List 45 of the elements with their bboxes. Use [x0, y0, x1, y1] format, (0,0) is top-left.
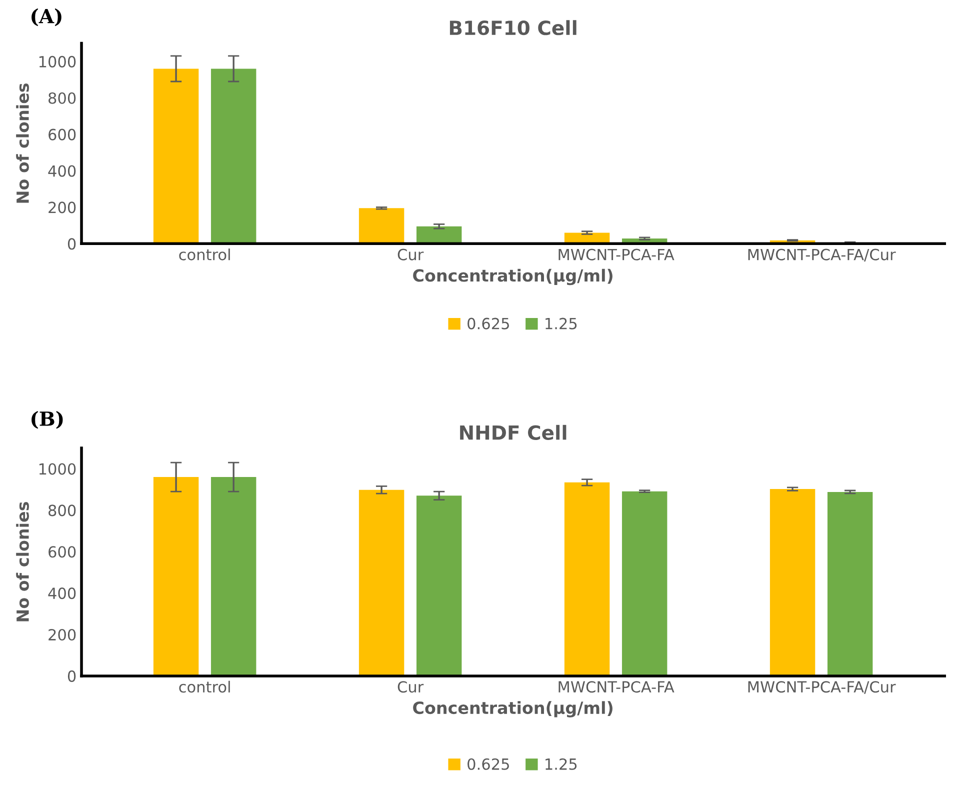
text: (A) [32, 8, 62, 26]
x-tick-label: MWCNT-PCA-FA/Cur [748, 681, 896, 694]
y-tick-label: 800 [48, 504, 76, 516]
bar [622, 491, 668, 676]
legend-label: 0.625 [468, 758, 509, 770]
bar [358, 208, 404, 244]
y-tick-label: 0 [68, 238, 76, 250]
legend-label: 1.25 [546, 318, 577, 330]
bar [358, 490, 404, 676]
x-axis-title: Concentration(µg/ml) [413, 701, 612, 718]
x-tick-label: MWCNT-PCA-FA [558, 248, 674, 260]
y-axis-title: No of clonies [16, 502, 29, 622]
legend-label: 1.25 [546, 758, 577, 770]
x-tick-label: Cur [398, 248, 424, 260]
bar [416, 226, 462, 244]
bar [564, 232, 610, 244]
y-tick-label: 1000 [39, 56, 76, 68]
y-tick-label: 600 [48, 546, 76, 558]
x-tick-label: control [179, 680, 230, 693]
bar [153, 68, 199, 244]
bar [210, 477, 256, 676]
chart-title: B16F10 Cell [450, 20, 576, 36]
bar [770, 489, 816, 676]
bar [153, 477, 199, 676]
chart-title: NHDF Cell [460, 424, 566, 440]
y-tick-label: 1000 [39, 463, 76, 475]
y-tick-label: 600 [48, 128, 76, 140]
text: (B) [32, 410, 63, 429]
y-tick-label: 400 [48, 588, 76, 600]
bar [564, 482, 610, 676]
y-axis-title: No of clonies [16, 83, 29, 203]
x-tick-label: MWCNT-PCA-FA/Cur [748, 248, 896, 262]
y-tick-label: 800 [48, 92, 76, 104]
x-tick-label: MWCNT-PCA-FA [558, 681, 674, 693]
x-tick-label: control [179, 248, 230, 260]
y-tick-label: 0 [68, 670, 76, 682]
bar [210, 68, 256, 244]
y-tick-label: 200 [48, 628, 76, 641]
bar [416, 496, 462, 676]
x-tick-label: Cur [398, 681, 424, 693]
bar [827, 492, 873, 676]
legend-label: 0.625 [468, 318, 509, 330]
x-axis-title: Concentration(µg/ml) [413, 268, 612, 286]
y-tick-label: 200 [48, 202, 76, 214]
y-tick-label: 400 [48, 165, 76, 177]
